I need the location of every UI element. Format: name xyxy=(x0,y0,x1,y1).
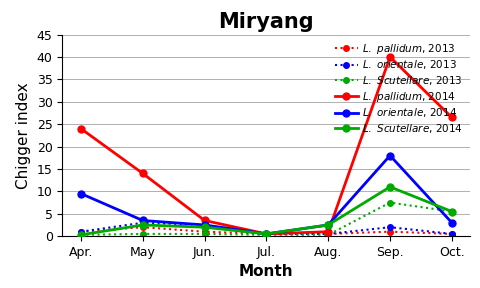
L. Scutellare, 2014 xyxy=(325,223,331,227)
L. pallidum, 2013 xyxy=(449,232,455,236)
L. orientale, 2014 xyxy=(202,223,207,227)
L. pallidum, 2013 xyxy=(264,232,269,236)
L. Scutellare, 2013 xyxy=(78,233,84,236)
Legend: $\it{L.\ pallidum}$, 2013, $\it{L.\ orientale}$, 2013, $\it{L.\ Scutellare}$, 20: $\it{L.\ pallidum}$, 2013, $\it{L.\ orie… xyxy=(333,40,465,137)
L. orientale, 2014 xyxy=(264,232,269,236)
L. orientale, 2013 xyxy=(449,232,455,236)
L. orientale, 2014 xyxy=(449,221,455,224)
L. Scutellare, 2013 xyxy=(264,233,269,236)
L. Scutellare, 2013 xyxy=(387,201,393,204)
L. Scutellare, 2014 xyxy=(140,223,145,227)
Y-axis label: Chigger index: Chigger index xyxy=(16,82,31,189)
L. Scutellare, 2014 xyxy=(387,185,393,189)
L. orientale, 2014 xyxy=(78,192,84,195)
L. pallidum, 2013 xyxy=(140,226,145,229)
Line: L. Scutellare, 2013: L. Scutellare, 2013 xyxy=(78,200,455,238)
L. Scutellare, 2013 xyxy=(325,233,331,236)
Line: L. orientale, 2013: L. orientale, 2013 xyxy=(78,220,455,237)
Line: L. orientale, 2014: L. orientale, 2014 xyxy=(77,152,456,237)
L. orientale, 2013 xyxy=(325,232,331,236)
L. pallidum, 2014 xyxy=(140,172,145,175)
L. pallidum, 2014 xyxy=(387,55,393,59)
L. pallidum, 2014 xyxy=(325,230,331,233)
L. orientale, 2013 xyxy=(387,226,393,229)
L. Scutellare, 2013 xyxy=(202,232,207,236)
L. pallidum, 2013 xyxy=(387,230,393,233)
L. pallidum, 2014 xyxy=(202,219,207,222)
Line: L. Scutellare, 2014: L. Scutellare, 2014 xyxy=(77,183,456,238)
L. orientale, 2013 xyxy=(140,221,145,224)
L. orientale, 2014 xyxy=(387,154,393,157)
L. pallidum, 2014 xyxy=(264,232,269,236)
L. Scutellare, 2014 xyxy=(78,233,84,236)
L. pallidum, 2014 xyxy=(78,127,84,130)
L. Scutellare, 2014 xyxy=(449,210,455,213)
L. orientale, 2014 xyxy=(325,223,331,227)
Line: L. pallidum, 2014: L. pallidum, 2014 xyxy=(77,54,456,237)
L. orientale, 2013 xyxy=(264,232,269,236)
Line: L. pallidum, 2013: L. pallidum, 2013 xyxy=(78,224,455,237)
L. Scutellare, 2014 xyxy=(264,232,269,236)
L. orientale, 2013 xyxy=(202,223,207,227)
L. Scutellare, 2014 xyxy=(202,226,207,229)
X-axis label: Month: Month xyxy=(239,264,294,279)
L. Scutellare, 2013 xyxy=(449,210,455,213)
Title: Miryang: Miryang xyxy=(218,12,314,32)
L. orientale, 2014 xyxy=(140,219,145,222)
L. pallidum, 2013 xyxy=(78,230,84,233)
L. Scutellare, 2013 xyxy=(140,232,145,236)
L. orientale, 2013 xyxy=(78,230,84,233)
L. pallidum, 2014 xyxy=(449,116,455,119)
L. pallidum, 2013 xyxy=(325,232,331,236)
L. pallidum, 2013 xyxy=(202,230,207,233)
